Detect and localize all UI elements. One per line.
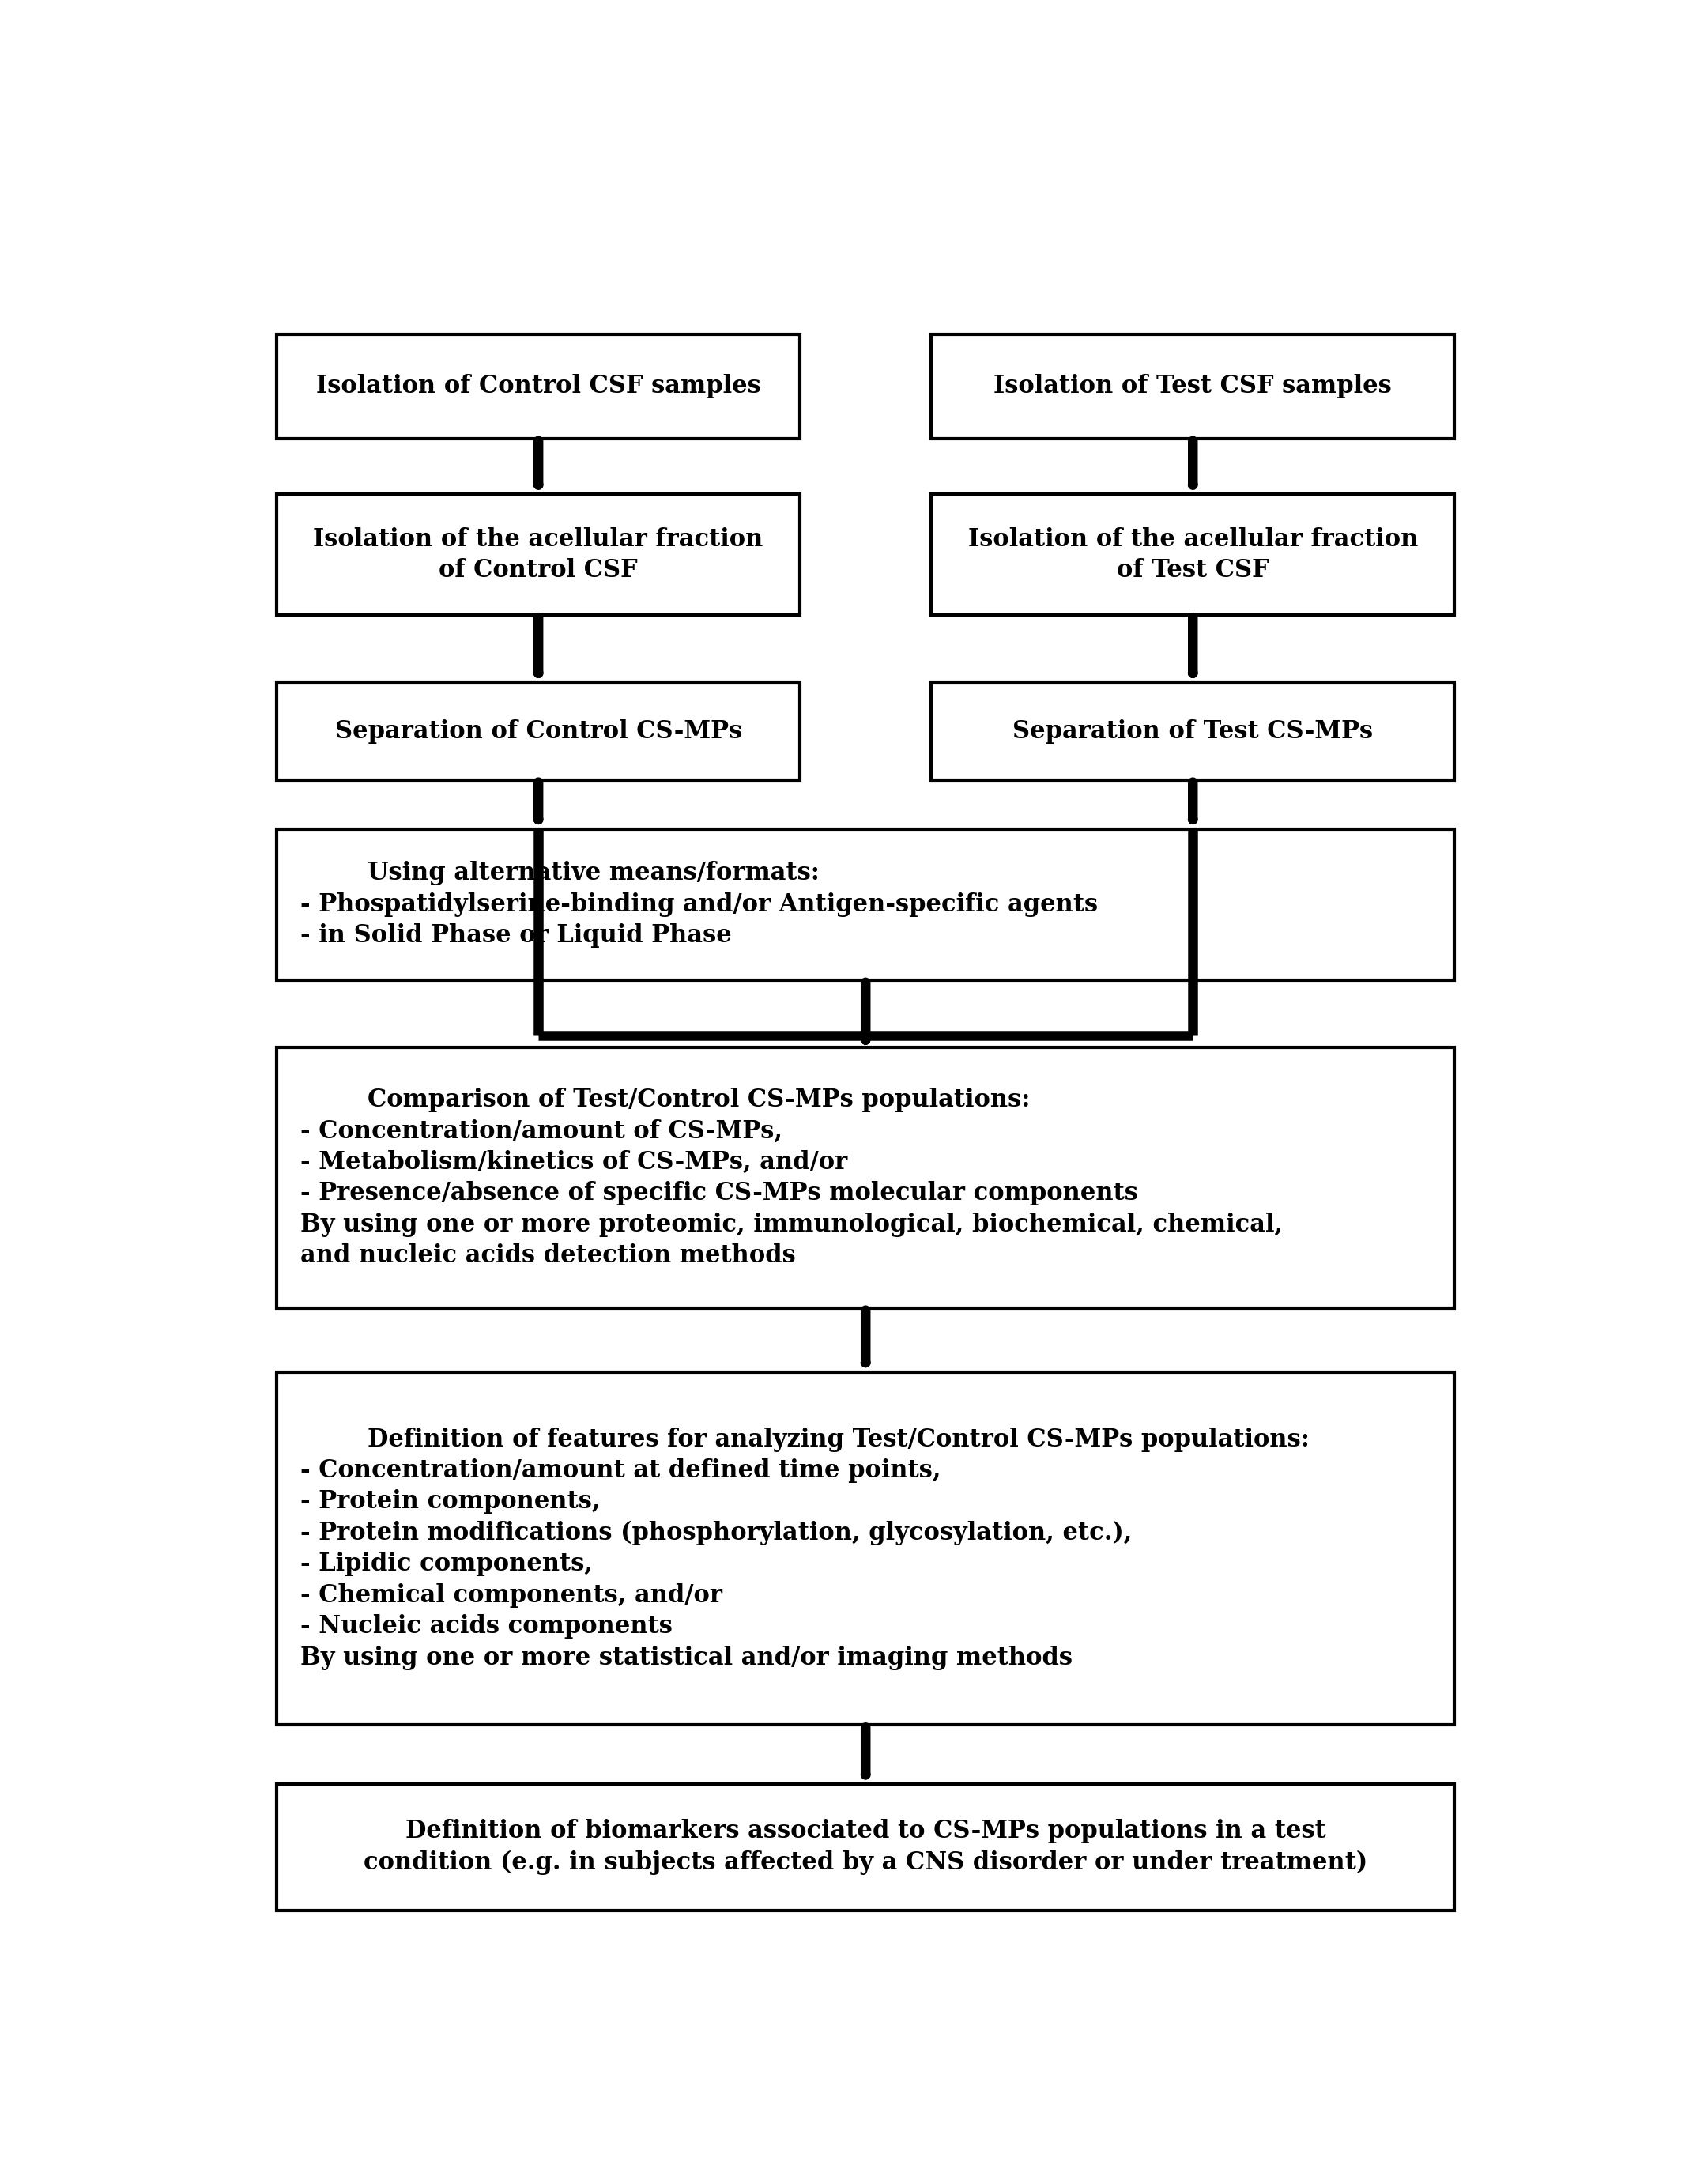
Text: Isolation of Test CSF samples: Isolation of Test CSF samples	[993, 373, 1392, 400]
FancyBboxPatch shape	[277, 828, 1454, 981]
Text: Definition of biomarkers associated to CS-MPs populations in a test
condition (e: Definition of biomarkers associated to C…	[363, 1819, 1368, 1876]
Text: Separation of Control CS-MPs: Separation of Control CS-MPs	[334, 719, 741, 743]
Text: Comparison of Test/Control CS-MPs populations:
- Concentration/amount of CS-MPs,: Comparison of Test/Control CS-MPs popula…	[301, 1088, 1282, 1269]
FancyBboxPatch shape	[277, 1784, 1454, 1911]
Text: Isolation of the acellular fraction
of Control CSF: Isolation of the acellular fraction of C…	[314, 526, 763, 583]
FancyBboxPatch shape	[277, 1048, 1454, 1308]
Text: Using alternative means/formats:
- Phospatidylserine-binding and/or Antigen-spec: Using alternative means/formats: - Phosp…	[301, 860, 1098, 948]
FancyBboxPatch shape	[931, 494, 1454, 616]
Text: Definition of features for analyzing Test/Control CS-MPs populations:
- Concentr: Definition of features for analyzing Tes…	[301, 1426, 1309, 1671]
FancyBboxPatch shape	[277, 494, 801, 616]
Text: Isolation of Control CSF samples: Isolation of Control CSF samples	[316, 373, 760, 400]
FancyBboxPatch shape	[931, 681, 1454, 780]
FancyBboxPatch shape	[277, 334, 801, 439]
FancyBboxPatch shape	[931, 334, 1454, 439]
FancyBboxPatch shape	[277, 681, 801, 780]
Text: Isolation of the acellular fraction
of Test CSF: Isolation of the acellular fraction of T…	[968, 526, 1417, 583]
FancyBboxPatch shape	[277, 1372, 1454, 1725]
Text: Separation of Test CS-MPs: Separation of Test CS-MPs	[1013, 719, 1373, 743]
